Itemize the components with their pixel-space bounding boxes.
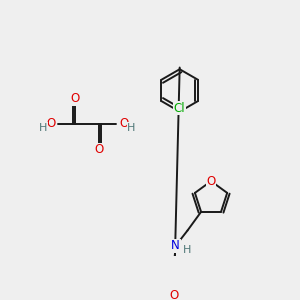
Text: O: O [169,289,178,300]
Text: O: O [119,117,128,130]
Text: O: O [94,143,104,156]
Text: Cl: Cl [174,102,185,115]
Text: O: O [46,117,56,130]
Text: H: H [182,245,191,255]
Text: O: O [206,175,216,188]
Text: H: H [39,123,47,133]
Text: N: N [171,239,180,252]
Text: H: H [127,123,136,133]
Text: O: O [71,92,80,105]
